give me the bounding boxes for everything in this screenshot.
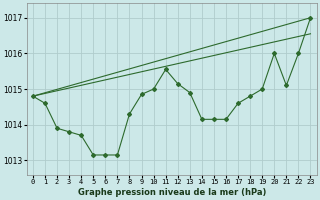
- X-axis label: Graphe pression niveau de la mer (hPa): Graphe pression niveau de la mer (hPa): [77, 188, 266, 197]
